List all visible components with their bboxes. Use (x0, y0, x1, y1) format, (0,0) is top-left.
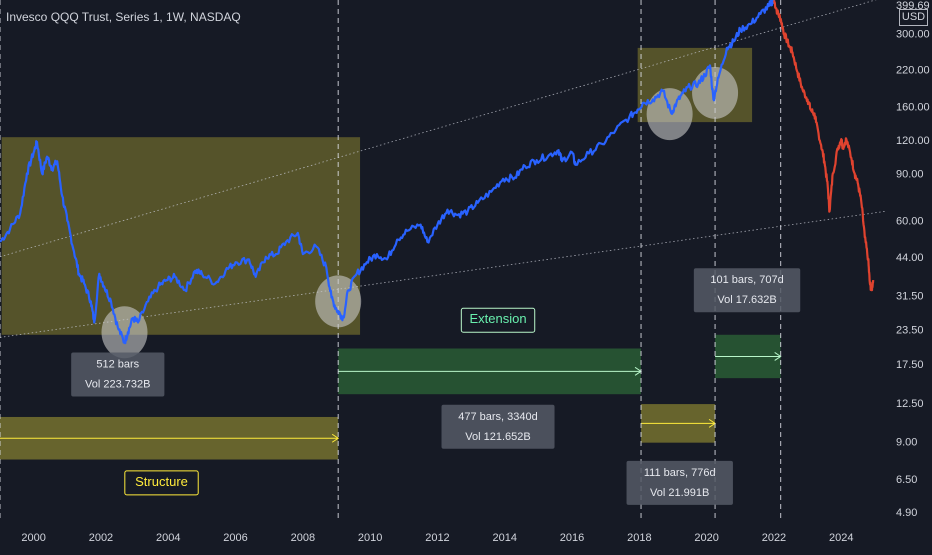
y-tick-label: 60.00 (896, 216, 924, 228)
stats-477-line-2: Vol 121.652B (465, 431, 530, 443)
circle-2009-low (315, 275, 362, 328)
x-tick-label: 2004 (156, 532, 180, 544)
y-tick-label: 90.00 (896, 169, 924, 181)
y-tick-label: 300.00 (896, 28, 930, 40)
y-tick-label: 23.50 (896, 325, 924, 337)
x-tick-label: 2014 (493, 532, 517, 544)
x-tick-label: 2010 (358, 532, 382, 544)
stats-512-line-2: Vol 223.732B (85, 378, 150, 390)
currency-button[interactable]: USD (899, 9, 928, 26)
stats-512-line-1: 512 bars (96, 358, 139, 370)
extension-label-box (460, 307, 536, 333)
stats-477-line-1: 477 bars, 3340d (458, 411, 538, 423)
y-tick-label: 44.00 (896, 252, 924, 264)
chart-title: Invesco QQQ Trust, Series 1, 1W, NASDAQ (6, 10, 241, 24)
y-tick-label: 4.90 (896, 507, 917, 519)
x-tick-label: 2022 (762, 532, 786, 544)
y-tick-label: 17.50 (896, 359, 924, 371)
x-tick-label: 2018 (627, 532, 651, 544)
x-tick-label: 2006 (223, 532, 247, 544)
circle-2018-low (646, 88, 693, 141)
x-tick-label: 2016 (560, 532, 584, 544)
stats-101-line-1: 101 bars, 707d (710, 274, 783, 286)
trendline-1 (0, 0, 877, 258)
x-tick-label: 2000 (21, 532, 45, 544)
y-tick-label: 9.00 (896, 436, 917, 448)
x-tick-label: 2002 (89, 532, 113, 544)
stats-111-line-2: Vol 21.991B (650, 487, 709, 499)
stats-111-line-1: 111 bars, 776d (644, 467, 716, 479)
y-tick-label: 120.00 (896, 135, 930, 147)
stats-111-box (626, 460, 733, 505)
extension-label-line-1: Extension (469, 311, 526, 326)
stats-101-box (693, 268, 801, 313)
y-tick-label: 31.50 (896, 291, 924, 303)
x-tick-label: 2012 (425, 532, 449, 544)
stats-512-box (71, 352, 165, 397)
stats-101-line-2: Vol 17.632B (717, 294, 776, 306)
measure-2020-2022-arrowhead (774, 352, 782, 361)
box-1999-2009 (1, 137, 361, 335)
y-tick-label: 220.00 (896, 65, 930, 77)
y-tick-label: 160.00 (896, 102, 930, 114)
trendline-2 (0, 210, 886, 338)
structure-label-line-1: Structure (135, 474, 188, 489)
price-series-2 (772, 0, 875, 292)
x-tick-label: 2024 (829, 532, 853, 544)
stats-477-box (441, 404, 555, 449)
y-tick-label: 12.50 (896, 398, 924, 410)
x-tick-label: 2020 (694, 532, 718, 544)
structure-label-box (124, 470, 199, 496)
x-tick-label: 2008 (291, 532, 315, 544)
price-series-1 (0, 0, 776, 345)
y-tick-label: 6.50 (896, 474, 917, 486)
measure-structure-arrowhead (331, 433, 340, 443)
